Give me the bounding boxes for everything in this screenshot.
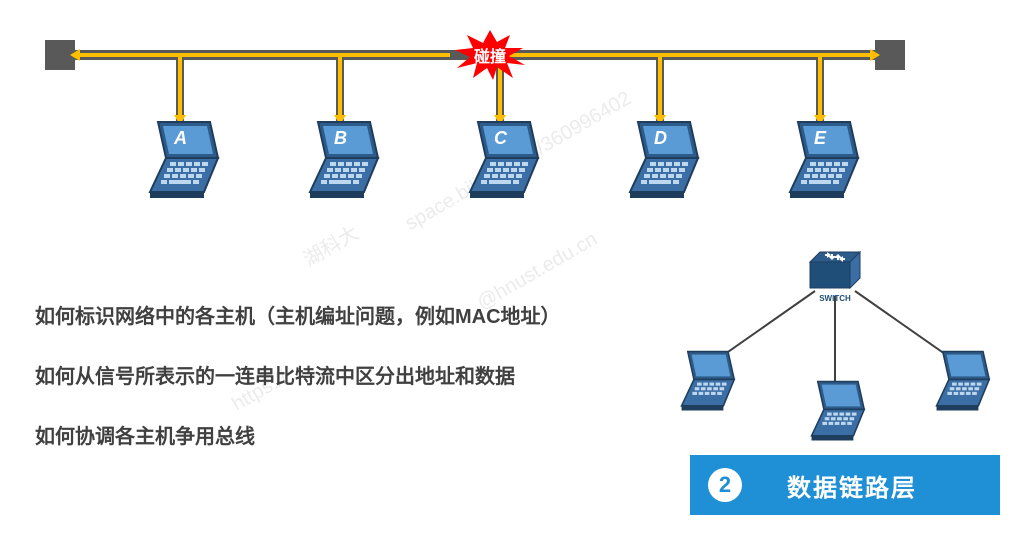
laptop-d: D [616,120,711,200]
collision-marker: 碰撞 [455,30,525,80]
switch-network-diagram: SWITCH [660,250,1010,450]
signal-arrow-right [500,53,872,57]
laptop-c: C [456,120,551,200]
laptop-label-d: D [654,128,667,149]
layer-number: 2 [708,468,742,502]
switch-icon [805,250,865,295]
laptop-label-e: E [814,128,826,149]
switch-laptop-2 [800,380,875,442]
laptop-icon [670,350,745,412]
switch-laptop-3 [925,350,1000,412]
laptop-b: B [296,120,391,200]
bus-network-diagram: 碰撞 A [60,20,890,250]
laptop-icon [800,380,875,442]
collision-label: 碰撞 [474,43,506,67]
question-text-1: 如何标识网络中的各主机（主机编址问题，例如MAC地址） [35,300,561,329]
laptop-label-c: C [494,128,507,149]
laptop-icon [925,350,1000,412]
signal-drop-d [658,57,662,117]
layer-badge: 2 数据链路层 [690,455,1000,515]
question-text-2: 如何从信号所表示的一连串比特流中区分出地址和数据 [35,360,515,389]
layer-title: 数据链路层 [787,468,917,503]
signal-drop-a [178,57,182,117]
laptop-label-a: A [174,128,187,149]
switch-laptop-1 [670,350,745,412]
signal-arrow-left [78,53,450,57]
signal-drop-e [818,57,822,117]
question-text-3: 如何协调各主机争用总线 [35,420,255,449]
signal-drop-b [338,57,342,117]
laptop-a: A [136,120,231,200]
laptop-e: E [776,120,871,200]
laptop-label-b: B [334,128,347,149]
